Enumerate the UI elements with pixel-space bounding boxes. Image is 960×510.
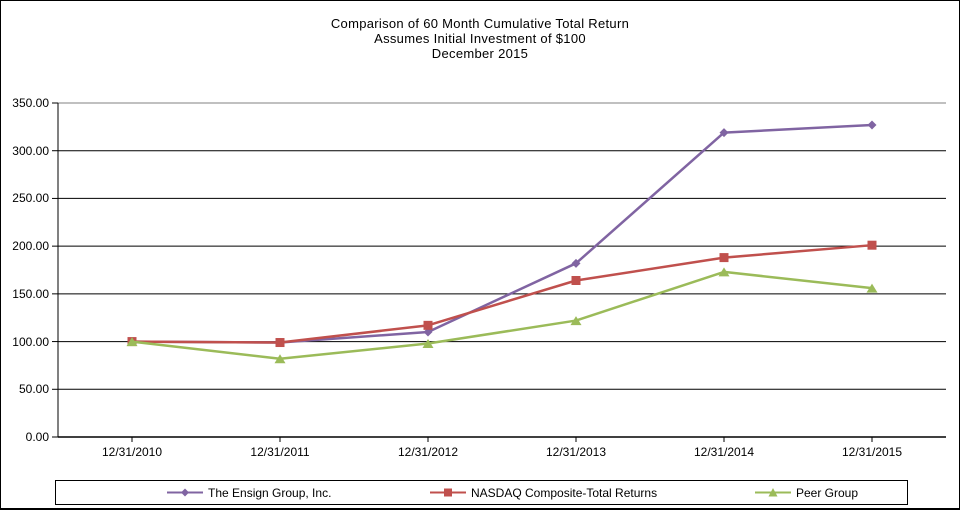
data-marker-0: [571, 258, 581, 268]
data-marker-1: [867, 240, 877, 250]
series-line-1: [131, 243, 873, 344]
y-tick-label: 100.00: [12, 334, 49, 349]
chart-title: Comparison of 60 Month Cumulative Total …: [330, 16, 630, 31]
y-tick-label: 150.00: [12, 286, 49, 301]
data-marker-0: [719, 128, 729, 138]
legend-label: Peer Group: [796, 485, 859, 500]
data-marker-1: [275, 338, 285, 348]
legend-marker-shape: [181, 488, 189, 497]
data-marker-1: [423, 320, 433, 330]
legend-label: NASDAQ Composite-Total Returns: [471, 485, 658, 500]
data-marker-0: [867, 120, 877, 130]
chart-legend: The Ensign Group, Inc. NASDAQ Composite-…: [55, 480, 908, 505]
chart-subtitle: Assumes Initial Investment of $100: [374, 31, 586, 46]
x-tick-label: 12/31/2013: [545, 445, 607, 459]
legend-marker-shape: [768, 488, 778, 497]
x-tick-label: 12/31/2015: [841, 445, 903, 459]
series-line-2: [131, 270, 873, 360]
series-line-0: [131, 123, 873, 344]
legend-marker-shape: [444, 488, 452, 497]
data-marker-1: [571, 275, 581, 285]
data-marker-1: [719, 253, 729, 263]
y-tick-label: 50.00: [18, 382, 49, 397]
y-tick-label: 200.00: [12, 239, 49, 254]
y-tick-label: 0.00: [25, 430, 49, 444]
x-tick-label: 12/31/2010: [101, 445, 163, 459]
data-marker-2: [570, 316, 582, 326]
data-marker-2: [422, 338, 434, 348]
y-tick-label: 250.00: [12, 191, 49, 206]
chart-period-label: December 2015: [431, 46, 529, 61]
y-tick-label: 300.00: [12, 143, 49, 158]
legend-item-peer-group: Peer Group: [755, 481, 858, 504]
data-marker-2: [274, 354, 286, 364]
x-tick-label: 12/31/2014: [693, 445, 755, 459]
legend-marker-diamond-icon: [167, 488, 203, 497]
data-marker-2: [126, 337, 138, 347]
data-marker-2: [866, 283, 878, 293]
x-tick-label: 12/31/2012: [397, 445, 459, 459]
chart-title-block: Comparison of 60 Month Cumulative Total …: [1, 16, 959, 61]
legend-marker-square-icon: [430, 488, 466, 497]
data-marker-2: [718, 267, 730, 277]
legend-item-nasdaq-composite: NASDAQ Composite-Total Returns: [430, 481, 657, 504]
legend-label: The Ensign Group, Inc.: [208, 485, 332, 500]
x-tick-label: 12/31/2011: [250, 445, 310, 459]
legend-marker-triangle-icon: [755, 488, 791, 497]
y-tick-label: 350.00: [12, 96, 49, 110]
legend-item-ensign-group: The Ensign Group, Inc.: [167, 481, 331, 504]
